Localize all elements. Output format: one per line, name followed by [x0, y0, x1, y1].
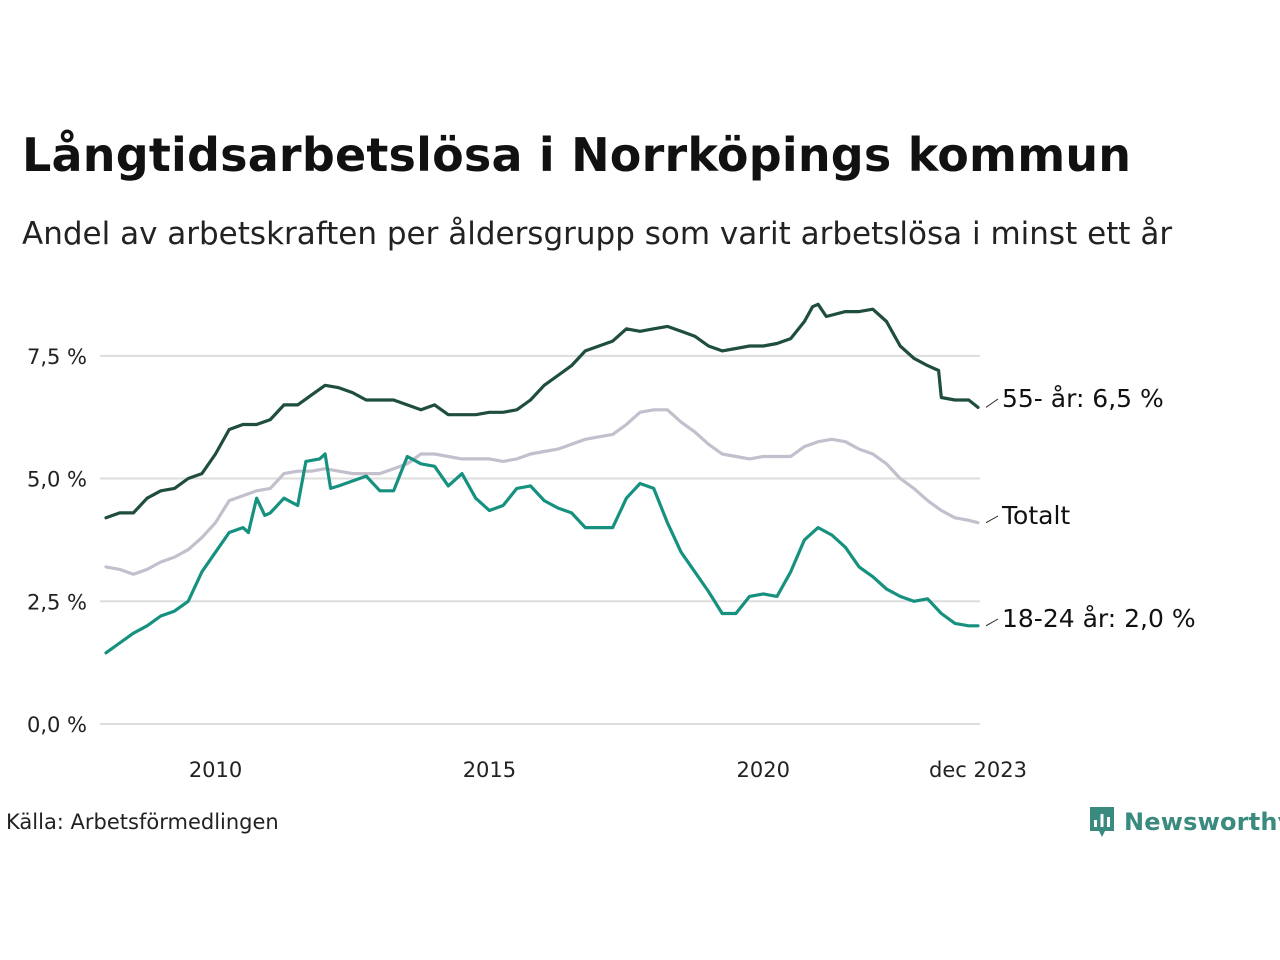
end-label-leader — [985, 398, 999, 408]
end-label-older: 55- år: 6,5 % — [1002, 384, 1164, 413]
series-lines — [104, 302, 980, 655]
x-axis-ticks: 2010 2015 2020 dec 2023 — [189, 758, 1027, 782]
series-end-labels: 55- år: 6,5 % Totalt 18-24 år: 2,0 % — [985, 384, 1196, 633]
y-tick-label: 0,0 % — [27, 713, 87, 737]
y-tick-label: 2,5 % — [27, 590, 87, 614]
x-tick-label: 2010 — [189, 758, 242, 782]
gridlines — [100, 354, 980, 725]
chart-title: Långtidsarbetslösa i Norrköpings kommun — [22, 128, 1132, 182]
series-line-young — [104, 452, 980, 655]
end-label-young: 18-24 år: 2,0 % — [1002, 604, 1196, 633]
y-tick-label: 5,0 % — [27, 468, 87, 492]
x-tick-label: dec 2023 — [929, 758, 1027, 782]
y-axis-ticks: 0,0 % 2,5 % 5,0 % 7,5 % — [27, 345, 87, 737]
end-label-total: Totalt — [1001, 501, 1070, 530]
end-label-leader — [985, 515, 999, 524]
end-label-leader — [985, 618, 999, 627]
series-line-total — [104, 408, 980, 576]
x-tick-label: 2015 — [463, 758, 516, 782]
chart-subtitle: Andel av arbetskraften per åldersgrupp s… — [22, 216, 1173, 252]
newsworthy-logo-icon — [1090, 807, 1114, 837]
y-tick-label: 7,5 % — [27, 345, 87, 369]
brand-name: Newsworthy — [1124, 808, 1280, 836]
x-tick-label: 2020 — [737, 758, 790, 782]
newsworthy-logo[interactable]: Newsworthy — [1088, 804, 1280, 840]
source-note: Källa: Arbetsförmedlingen — [6, 810, 279, 834]
series-line-older — [104, 302, 980, 520]
